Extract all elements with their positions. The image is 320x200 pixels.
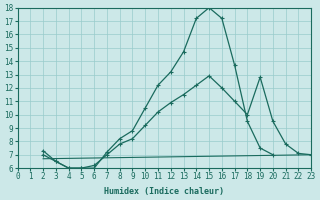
X-axis label: Humidex (Indice chaleur): Humidex (Indice chaleur) [104, 187, 224, 196]
